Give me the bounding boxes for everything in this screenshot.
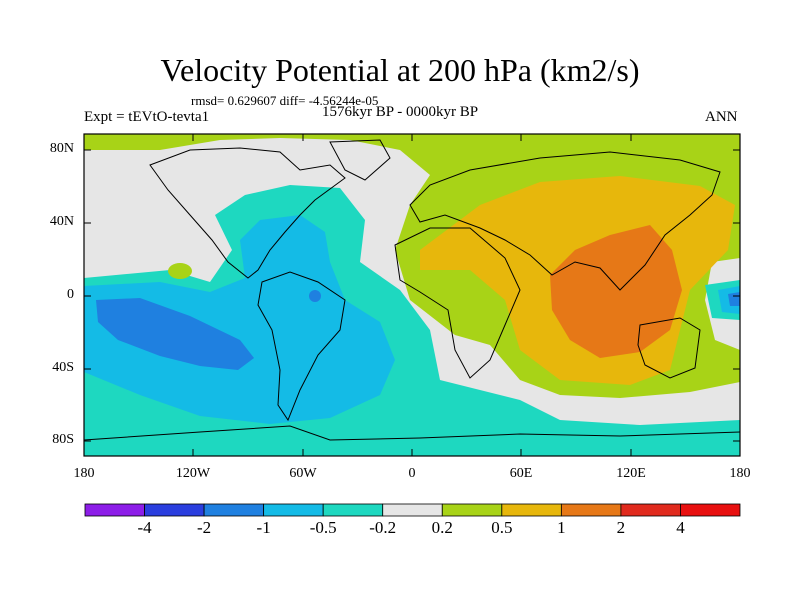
coast-greenland [329, 139, 391, 181]
colorbar-swatch [84, 503, 145, 517]
lat-ticks [84, 149, 740, 442]
colorbar-label: -2 [196, 518, 212, 537]
colorbar-swatch [144, 503, 205, 517]
band-neg-2-1-amazon [309, 290, 321, 302]
colorbar-label: 2 [616, 518, 626, 537]
colorbar-label: -0.2 [369, 518, 397, 537]
coast-australia [637, 317, 701, 379]
colorbar-label: 0.2 [431, 518, 453, 537]
colorbar-swatch [680, 503, 741, 517]
colorbar-swatch [501, 503, 562, 517]
lon-label-60w: 60W [289, 466, 317, 481]
band-pos-02-05-blob [168, 263, 192, 279]
period-label: 1576kyr BP - 0000kyr BP [322, 104, 479, 120]
colorbar-label: 1 [557, 518, 566, 537]
lon-label-60e: 60E [509, 466, 533, 481]
lon-label-120w: 120W [175, 466, 211, 481]
colorbar-swatch [382, 503, 443, 517]
contour-field [84, 134, 740, 456]
lon-label-180e: 180 [729, 466, 751, 481]
coastlines [84, 139, 740, 441]
colorbar [84, 503, 741, 517]
colorbar-swatch [441, 503, 503, 517]
lon-ticks [83, 134, 741, 456]
colorbar-swatch [203, 503, 265, 517]
coast-south-america [257, 271, 346, 422]
band-neg-2-1-pacific [96, 298, 254, 370]
colorbar-label: 4 [676, 518, 685, 537]
plot-title: Velocity Potential at 200 hPa (km2/s) [160, 52, 640, 88]
stats-line: rmsd= 0.629607 diff= -4.56244e-05 [191, 93, 379, 108]
colorbar-label: 0.5 [491, 518, 513, 537]
season-label: ANN [705, 109, 738, 125]
experiment-label: Expt = tEVtO-tevta1 [84, 109, 210, 125]
colorbar-label: -0.5 [309, 518, 337, 537]
colorbar-swatch [560, 503, 622, 517]
colorbar-label: -4 [137, 518, 152, 537]
coast-eurasia [409, 151, 721, 291]
lat-label-40n: 40N [49, 214, 74, 229]
lat-label-80n: 80N [49, 141, 74, 156]
coast-north-america [149, 147, 346, 279]
lon-label-0: 0 [408, 466, 416, 481]
colorbar-swatch [620, 503, 681, 517]
band-neg-1-05 [84, 215, 395, 424]
lon-label-180w: 180 [73, 466, 95, 481]
lon-label-120e: 120E [616, 466, 646, 481]
lat-label-40s: 40S [52, 360, 74, 375]
colorbar-swatch [322, 503, 384, 517]
colorbar-swatch [263, 503, 324, 517]
band-neg-2-1-east [728, 292, 740, 306]
lat-label-0: 0 [67, 287, 74, 302]
colorbar-label: -1 [256, 518, 271, 537]
coast-antarctica [84, 425, 740, 441]
coast-africa [394, 227, 521, 379]
lat-label-80s: 80S [52, 432, 74, 447]
